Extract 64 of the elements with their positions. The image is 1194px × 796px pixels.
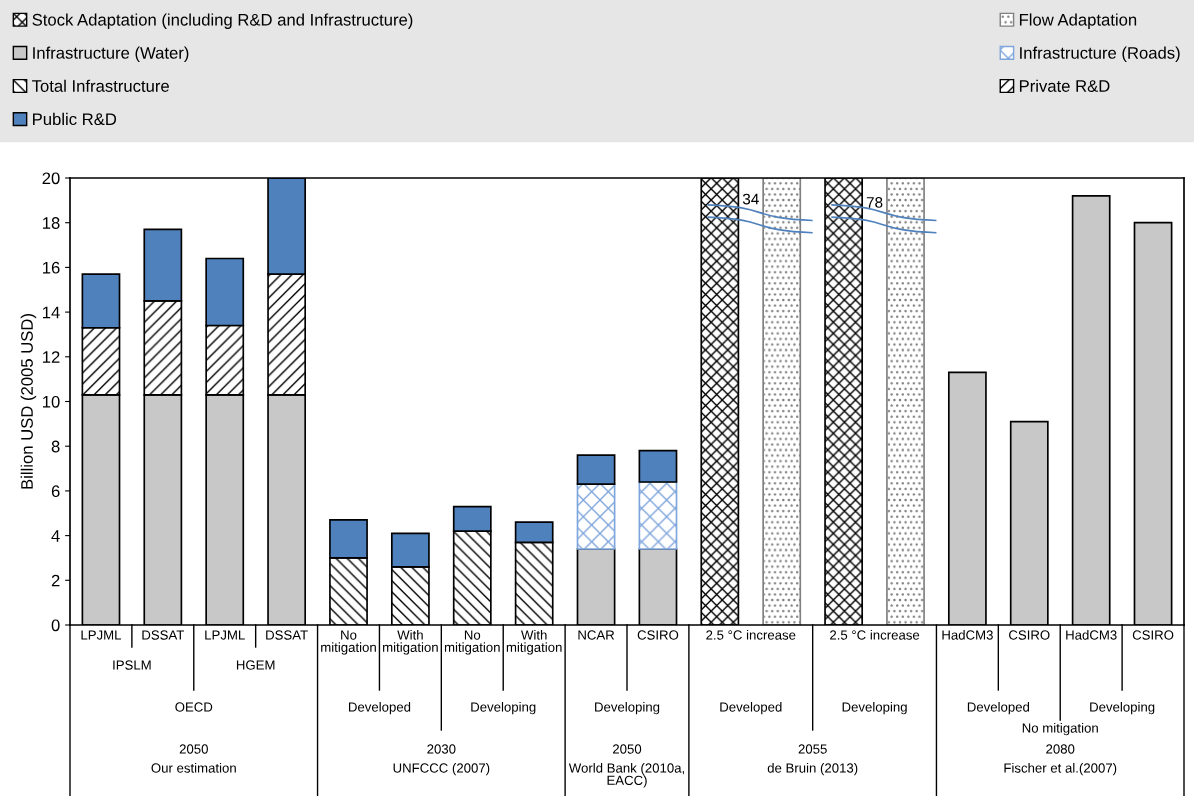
text: 2.5 °C increase [830,630,920,640]
y-tick-label: 16 [43,261,60,274]
legend-label: Flow Adaptation [1019,13,1137,29]
x-tick-label: NCAR [578,630,615,640]
legend-label: Private R&D [1019,79,1110,92]
text: 2055 [798,744,827,754]
text: de Bruin (2013) [767,763,858,776]
text: OECD [175,702,213,712]
bar [762,178,802,625]
x-tick-label: With mitigation [506,630,562,655]
annotation: 34 [742,193,759,205]
x-tick-label: With mitigation [383,630,438,655]
text: UNFCCC (2007) [393,763,490,776]
x-tick-label: CSIRO [637,630,679,640]
legend-label: Infrastructure (Water) [33,46,189,63]
text: No mitigation [1022,723,1098,736]
text: 2050 [179,744,208,754]
text: Our estimation [151,763,236,773]
y-tick-label: 6 [51,485,60,498]
text: World Bank (2010a, EACC) [568,763,685,788]
x-tick-label: DSSAT [142,630,185,640]
x-tick-label: CSIRO [1132,630,1174,640]
x-tick-label: No mitigation [444,630,500,655]
y-axis-title: Billion USD (2005 USD) [20,314,37,489]
x-tick-label: LPJML [81,630,122,640]
text: IPSLM [113,660,151,670]
text: Developed [348,702,411,715]
bar [576,483,616,550]
y-tick-label: 0 [51,619,60,632]
text: Fischer et al.(2007) [1004,763,1117,776]
text: 2080 [1046,744,1075,754]
y-tick-label: 12 [43,351,60,363]
x-tick-label: HadCM3 [1066,630,1117,640]
y-tick-label: 8 [51,440,60,453]
legend-label: Infrastructure (Roads) [1020,46,1180,63]
text: Developing [471,702,536,715]
y-tick-label: 14 [43,306,60,319]
text: 2050 [612,744,642,754]
text: HGEM [236,660,275,670]
bar [638,449,678,483]
y-tick-label: 20 [42,172,60,185]
x-tick-label: CSIRO [1009,630,1050,640]
legend-label: Public R&D [33,112,117,126]
text: 2030 [427,744,456,754]
x-tick-label: No mitigation [321,630,376,655]
x-tick-label: LPJML [205,630,245,640]
bar [886,178,925,625]
text: Developing [595,702,660,715]
text: Developing [1090,702,1155,715]
text: 2.5 °C increase [706,630,796,640]
y-tick-label: 18 [43,217,60,229]
y-tick-label: 4 [51,530,60,542]
legend-label: Total Infrastructure [32,79,169,92]
bar [576,454,616,486]
bar [638,481,678,550]
text: Developing [842,702,907,715]
y-tick-label: 2 [51,574,60,587]
x-tick-label: HadCM3 [942,630,993,640]
text: Developed [720,702,782,715]
text: Developed [967,702,1030,715]
x-tick-label: DSSAT [266,630,308,640]
legend-label: Stock Adaptation (including R&D and Infrastructure) [32,13,413,29]
y-tick-label: 10 [43,395,60,408]
annotation: 78 [866,196,883,208]
